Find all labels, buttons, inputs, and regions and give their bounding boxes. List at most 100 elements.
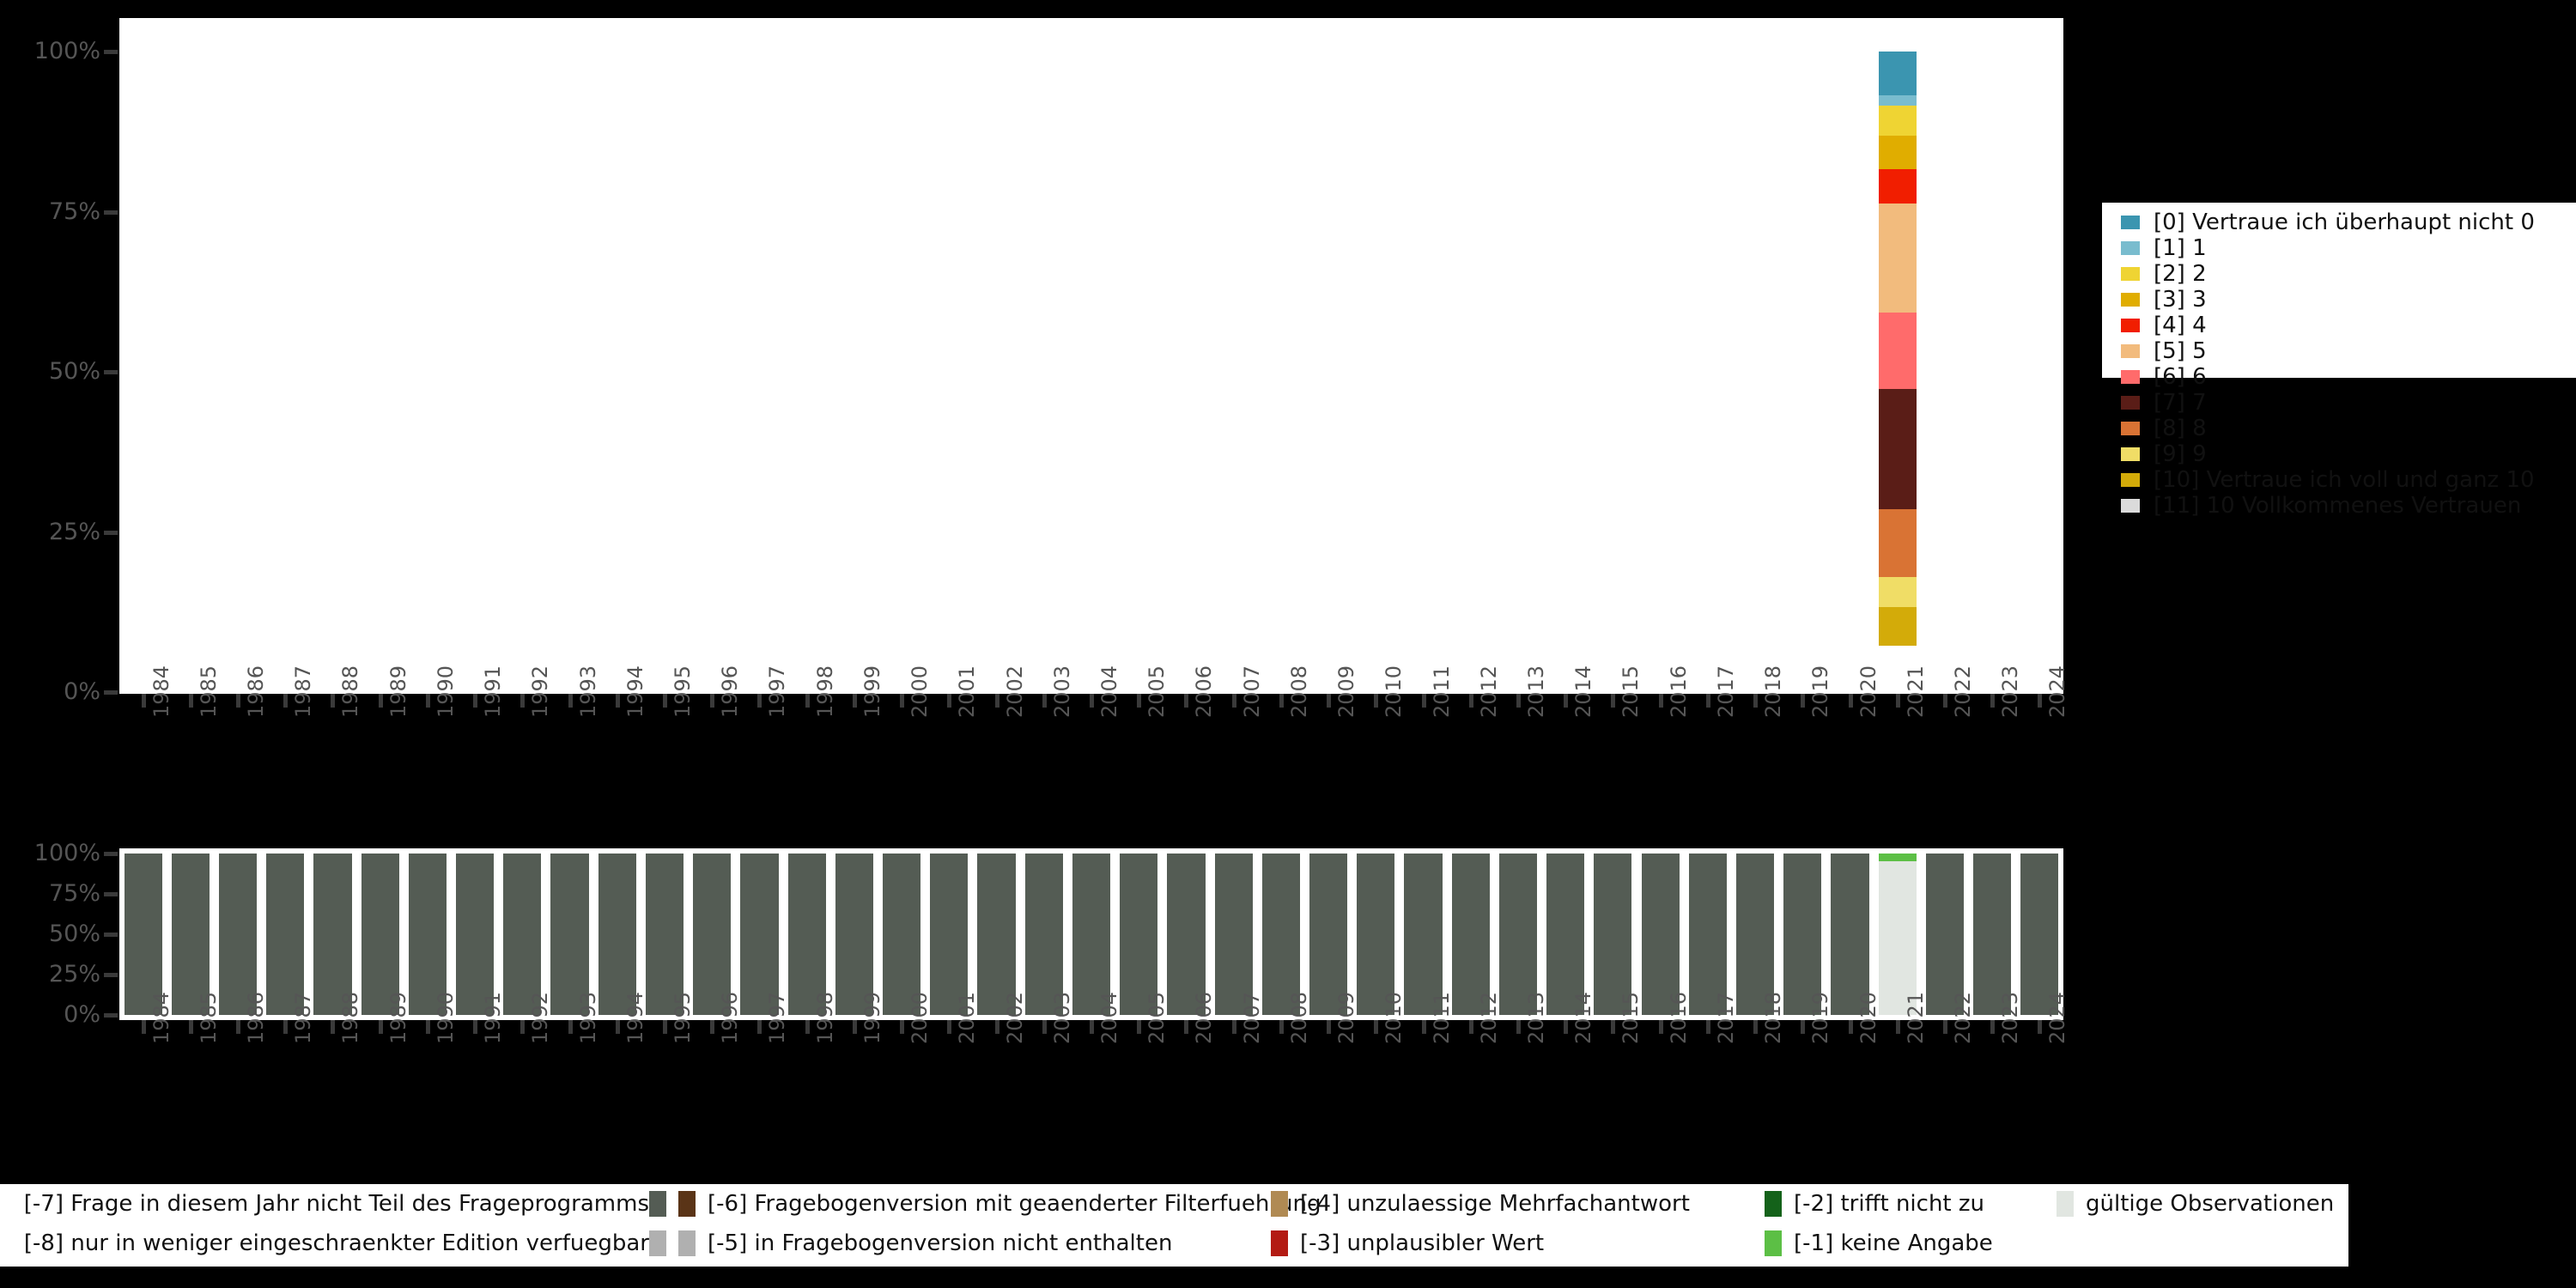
validity-bar[interactable] [787,854,826,1015]
validity-segment[interactable] [693,854,732,1015]
legend-item[interactable]: [3] 3 [2121,289,2207,311]
validity-segment[interactable] [408,854,447,1015]
legend-item[interactable]: gültige Observationen [2057,1191,2334,1217]
validity-segment[interactable] [1688,854,1727,1015]
validity-bar[interactable] [1878,854,1917,1015]
validity-segment[interactable] [1309,854,1348,1015]
validity-bar[interactable] [740,854,779,1015]
legend-item[interactable]: [-2] trifft nicht zu [1765,1191,1984,1217]
stack-segment[interactable] [1878,576,1917,607]
validity-bar[interactable] [1688,854,1727,1015]
stack-segment[interactable] [1878,203,1917,313]
validity-segment[interactable] [1878,861,1917,1015]
validity-segment[interactable] [1214,854,1253,1015]
validity-bar[interactable] [408,854,447,1015]
legend-item[interactable]: [-3] unplausibler Wert [1271,1230,1544,1256]
validity-segment[interactable] [1973,854,2012,1015]
stack-segment[interactable] [1878,135,1917,170]
validity-segment[interactable] [124,854,162,1015]
validity-bar[interactable] [1498,854,1538,1015]
legend-item[interactable]: [-8] nur in weniger eingeschraenkter Edi… [0,1230,666,1256]
legend-item[interactable]: [11] 10 Vollkommenes Vertrauen [2121,495,2521,517]
validity-bar[interactable] [1735,854,1775,1015]
stack-segment[interactable] [1878,389,1917,510]
validity-bar[interactable] [313,854,352,1015]
validity-segment[interactable] [1925,854,1965,1015]
validity-bar[interactable] [1167,854,1206,1015]
validity-bar[interactable] [693,854,732,1015]
validity-segment[interactable] [171,854,210,1015]
legend-item[interactable]: [1] 1 [2121,237,2207,259]
validity-segment[interactable] [1024,854,1063,1015]
legend-item[interactable]: [2] 2 [2121,263,2207,285]
validity-segment[interactable] [503,854,542,1015]
validity-bar[interactable] [218,854,258,1015]
validity-bar[interactable] [835,854,873,1015]
validity-segment[interactable] [1878,854,1917,862]
validity-bar[interactable] [1783,854,1822,1015]
validity-segment[interactable] [1498,854,1538,1015]
validity-bar[interactable] [645,854,684,1015]
validity-segment[interactable] [1357,854,1395,1015]
validity-segment[interactable] [930,854,969,1015]
validity-segment[interactable] [1594,854,1632,1015]
legend-item[interactable]: [10] Vertraue ich voll und ganz 10 [2121,469,2535,491]
legend-item[interactable]: [-7] Frage in diesem Jahr nicht Teil des… [0,1191,666,1217]
validity-bar[interactable] [930,854,969,1015]
validity-segment[interactable] [2020,854,2059,1015]
validity-bar[interactable] [503,854,542,1015]
validity-bar[interactable] [1024,854,1063,1015]
stack-segment[interactable] [1878,52,1917,95]
validity-segment[interactable] [1546,854,1585,1015]
legend-item[interactable]: [-1] keine Angabe [1765,1230,1993,1256]
validity-segment[interactable] [1404,854,1443,1015]
stack-segment[interactable] [1878,106,1917,136]
validity-segment[interactable] [550,854,589,1015]
legend-item[interactable]: [4] 4 [2121,314,2207,337]
validity-bar[interactable] [1261,854,1300,1015]
legend-item[interactable]: [9] 9 [2121,443,2207,465]
validity-bar[interactable] [1546,854,1585,1015]
validity-bar[interactable] [1641,854,1680,1015]
validity-segment[interactable] [1831,854,1869,1015]
validity-bar[interactable] [598,854,636,1015]
validity-segment[interactable] [1451,854,1490,1015]
validity-segment[interactable] [1167,854,1206,1015]
validity-segment[interactable] [977,854,1016,1015]
validity-bar[interactable] [1451,854,1490,1015]
validity-bar[interactable] [1831,854,1869,1015]
stack-segment[interactable] [1878,94,1917,106]
legend-item[interactable]: [0] Vertraue ich überhaupt nicht 0 [2121,211,2535,234]
validity-segment[interactable] [1641,854,1680,1015]
validity-segment[interactable] [456,854,495,1015]
legend-item[interactable]: [6] 6 [2121,366,2207,388]
validity-bar[interactable] [361,854,399,1015]
validity-segment[interactable] [218,854,258,1015]
stack-segment[interactable] [1878,169,1917,204]
validity-bar[interactable] [124,854,162,1015]
legend-item[interactable]: [7] 7 [2121,392,2207,414]
stack-segment[interactable] [1878,313,1917,390]
legend-item[interactable]: [-5] in Fragebogenversion nicht enthalte… [678,1230,1172,1256]
validity-bar[interactable] [1925,854,1965,1015]
validity-segment[interactable] [598,854,636,1015]
validity-bar[interactable] [1404,854,1443,1015]
legend-item[interactable]: [-6] Fragebogenversion mit geaenderter F… [678,1191,1321,1217]
validity-segment[interactable] [740,854,779,1015]
stack-segment[interactable] [1878,606,1917,647]
validity-segment[interactable] [645,854,684,1015]
validity-segment[interactable] [1783,854,1822,1015]
validity-segment[interactable] [787,854,826,1015]
validity-bar[interactable] [171,854,210,1015]
validity-bar[interactable] [1309,854,1348,1015]
validity-segment[interactable] [266,854,305,1015]
legend-item[interactable]: [-4] unzulaessige Mehrfachantwort [1271,1191,1690,1217]
legend-item[interactable]: [5] 5 [2121,340,2207,362]
stacked-bar-2021[interactable] [1878,52,1917,692]
validity-segment[interactable] [1735,854,1775,1015]
validity-bar[interactable] [550,854,589,1015]
validity-segment[interactable] [835,854,873,1015]
validity-segment[interactable] [1120,854,1158,1015]
validity-bar[interactable] [1214,854,1253,1015]
validity-segment[interactable] [1261,854,1300,1015]
